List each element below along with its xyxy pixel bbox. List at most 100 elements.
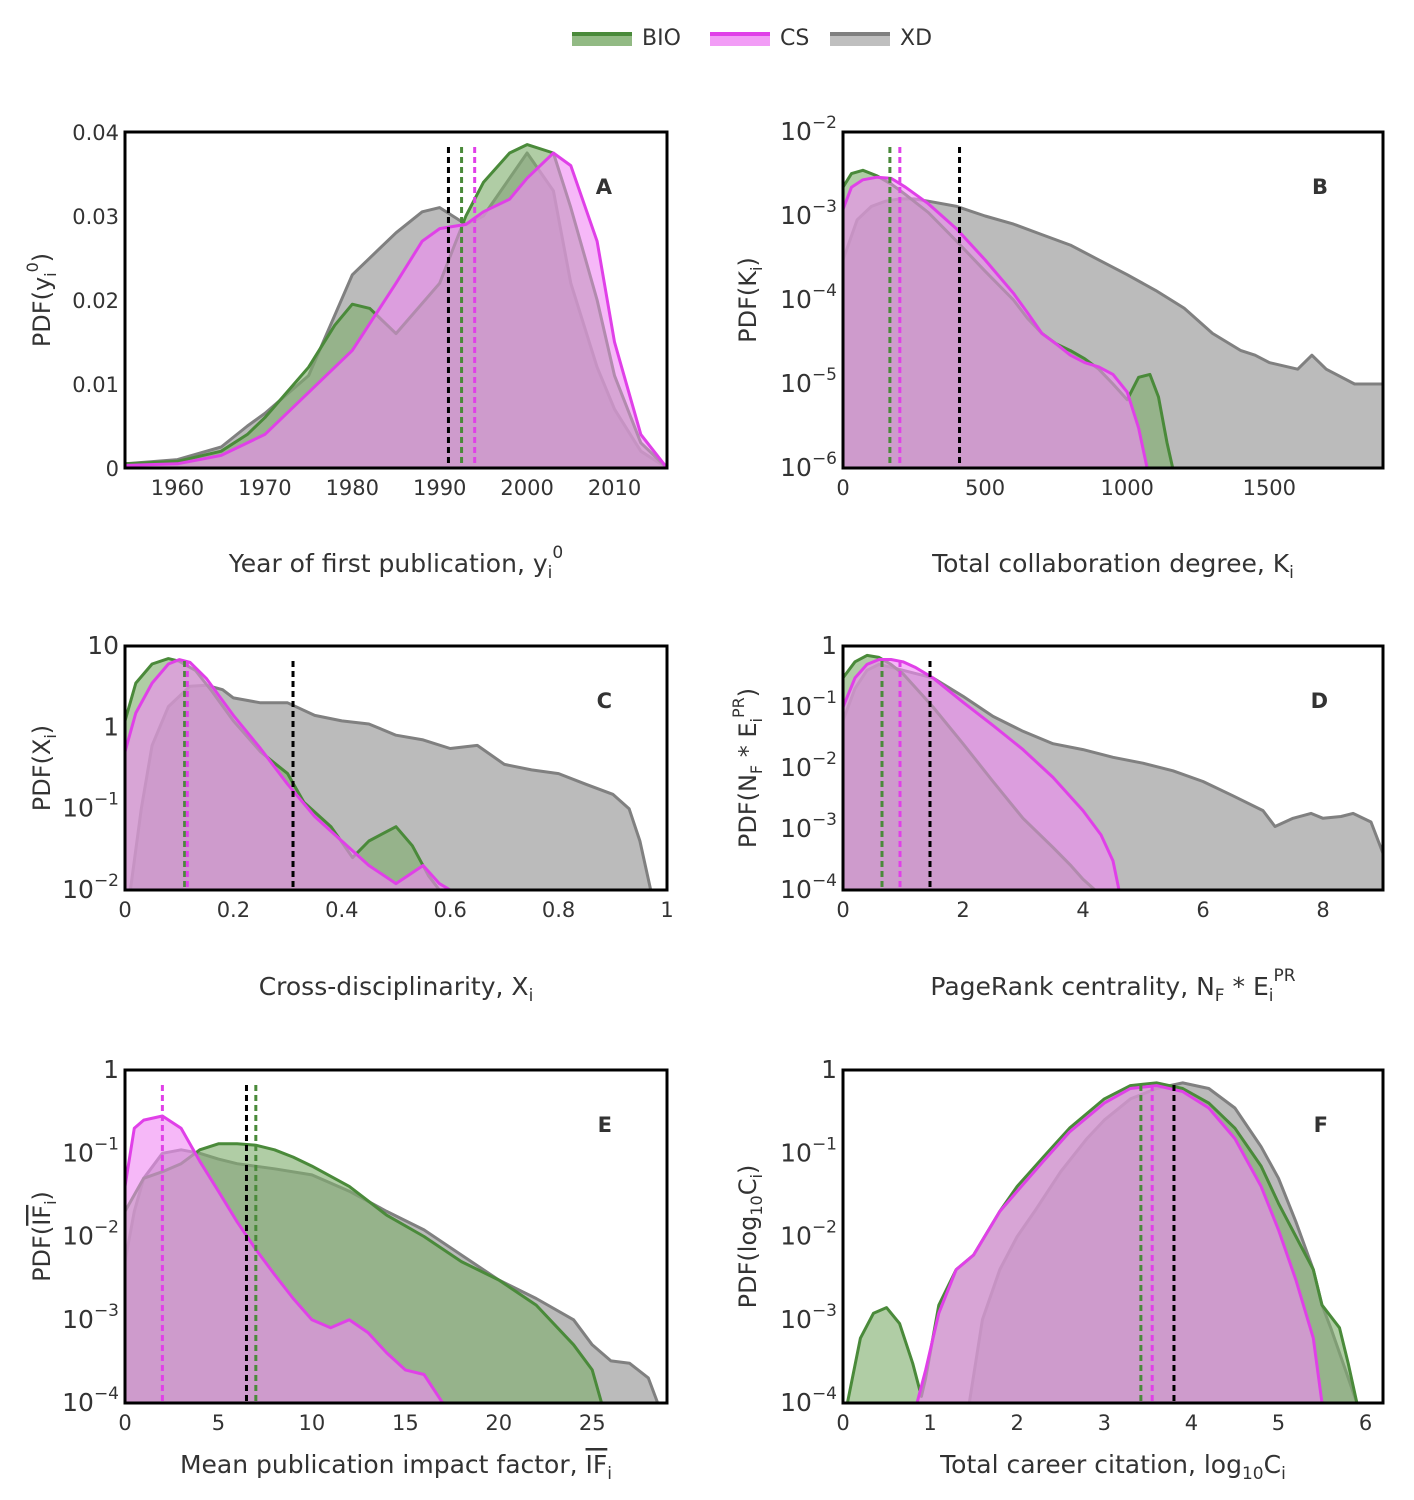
y-tick-label: 10−2 xyxy=(780,113,837,146)
x-tick-label: 1970 xyxy=(238,476,291,500)
y-tick-label: 10−3 xyxy=(780,1301,837,1334)
area-cs xyxy=(125,659,451,890)
y-tick-label: 10−4 xyxy=(780,281,837,314)
x-tick-label: 2000 xyxy=(500,476,553,500)
line-cs xyxy=(843,175,1149,468)
plot-area xyxy=(843,653,1383,890)
x-tick-label: 0.8 xyxy=(542,898,575,922)
y-tick-label: 0.02 xyxy=(72,289,119,313)
legend-swatch xyxy=(830,34,890,46)
legend-item-xd[interactable]: XD xyxy=(830,26,932,51)
panel-e: E 0 5 10 15 20 25 10−4 10−3 10−2 10−1 1 PDF(IFi) Mean… xyxy=(28,1055,669,1484)
x-tick-label: 4 xyxy=(1076,898,1089,922)
y-tick-label: 10−4 xyxy=(780,871,837,904)
legend-swatch xyxy=(710,34,770,46)
y-axis-label: PDF(IFi) xyxy=(28,1191,60,1282)
x-tick-label: 2 xyxy=(956,898,969,922)
y-tick-label: 0 xyxy=(106,457,119,481)
x-tick-label: 0.4 xyxy=(325,898,358,922)
panel-letter: E xyxy=(598,1113,612,1137)
panel-c: C 0 0.2 0.4 0.6 0.8 1 10−2 10−1 1 10 PDF(Xi) Cross-d… xyxy=(28,631,674,1006)
x-tick-label: 1500 xyxy=(1243,476,1296,500)
area-cs xyxy=(843,177,1148,468)
x-tick-label: 4 xyxy=(1185,1411,1198,1435)
x-tick-label: 6 xyxy=(1359,1411,1372,1435)
y-tick-label: 1 xyxy=(821,631,837,660)
y-tick-label: 10−3 xyxy=(62,1301,119,1334)
panel-letter: A xyxy=(596,175,613,199)
y-axis-label: PDF(yi0) xyxy=(23,253,60,347)
panel-d: D 0 2 4 6 8 10−4 10−3 10−2 10−1 1 PDF(NF * EiPR) Pag… xyxy=(729,631,1385,1006)
x-tick-label: 0 xyxy=(836,1411,849,1435)
panel-b: B 0 500 1000 1500 10−6 10−5 10−4 10−3 10−2 PDF(Ki)… xyxy=(734,113,1385,583)
area-cs xyxy=(843,659,1119,890)
x-tick-label: 0 xyxy=(836,898,849,922)
y-axis-label: PDF(Xi) xyxy=(28,725,60,811)
axes-frame xyxy=(841,644,1385,892)
axes-frame xyxy=(123,130,669,470)
axes-frame xyxy=(123,1068,669,1405)
y-tick-label: 10−6 xyxy=(780,449,837,482)
y-tick-label: 10−2 xyxy=(62,1218,119,1251)
area-cs xyxy=(917,1085,1322,1403)
plot-area xyxy=(125,657,653,890)
x-tick-label: 1 xyxy=(923,1411,936,1435)
y-axis-label: PDF(log10Ci) xyxy=(734,1165,766,1309)
y-tick-label: 10−2 xyxy=(780,1218,837,1251)
y-tick-label: 0.03 xyxy=(72,205,119,229)
y-tick-label: 10−1 xyxy=(780,1134,837,1167)
line-cs xyxy=(915,1084,1324,1403)
panel-letter: D xyxy=(1311,689,1328,713)
y-tick-label: 10−2 xyxy=(780,749,837,782)
legend-label: XD xyxy=(900,26,932,51)
x-tick-label: 1960 xyxy=(151,476,204,500)
axes-frame xyxy=(841,1068,1385,1405)
y-axis-label: PDF(NF * EiPR) xyxy=(729,688,766,848)
y-tick-label: 10−1 xyxy=(62,790,119,823)
legend-label: BIO xyxy=(642,26,681,51)
x-tick-label: 20 xyxy=(485,1411,512,1435)
x-tick-label: 1990 xyxy=(413,476,466,500)
x-tick-label: 2010 xyxy=(588,476,641,500)
plot-area xyxy=(843,147,1383,468)
plot-area xyxy=(845,1081,1359,1403)
plot-area xyxy=(125,143,667,468)
y-tick-label: 10−5 xyxy=(780,365,837,398)
panel-letter: C xyxy=(597,689,612,713)
axes-frame xyxy=(123,644,669,892)
y-tick-label: 0.04 xyxy=(72,121,119,145)
x-axis-label: Cross-disciplinarity, Xi xyxy=(259,972,534,1006)
plot-area xyxy=(125,1085,660,1403)
y-axis-label: PDF(Ki) xyxy=(734,257,766,343)
panel-letter: F xyxy=(1314,1113,1328,1137)
x-tick-label: 1000 xyxy=(1100,476,1153,500)
y-tick-label: 1 xyxy=(103,712,119,741)
x-axis-label: Total collaboration degree, Ki xyxy=(931,549,1294,583)
y-tick-label: 10−3 xyxy=(780,197,837,230)
y-tick-label: 1 xyxy=(103,1055,119,1084)
line-cs xyxy=(843,658,1121,890)
x-axis-label: Year of first publication, yi0 xyxy=(228,543,563,583)
y-tick-label: 0.01 xyxy=(72,373,119,397)
x-tick-label: 8 xyxy=(1316,898,1329,922)
legend-item-bio[interactable]: BIO xyxy=(572,26,681,51)
y-tick-label: 10−3 xyxy=(780,810,837,843)
x-axis-label: PageRank centrality, NF * EiPR xyxy=(930,966,1295,1006)
legend-item-cs[interactable]: CS xyxy=(710,26,809,51)
legend-swatch xyxy=(572,34,632,46)
y-tick-label: 10−4 xyxy=(62,1384,119,1417)
x-tick-label: 6 xyxy=(1196,898,1209,922)
y-tick-label: 10−1 xyxy=(780,688,837,721)
x-tick-label: 0.6 xyxy=(433,898,466,922)
x-tick-label: 0 xyxy=(836,476,849,500)
x-tick-label: 1980 xyxy=(326,476,379,500)
y-tick-label: 10−1 xyxy=(62,1134,119,1167)
y-tick-label: 1 xyxy=(821,1055,837,1084)
panel-letter: B xyxy=(1312,175,1328,199)
area-cs xyxy=(125,153,667,468)
x-tick-label: 2 xyxy=(1011,1411,1024,1435)
legend[interactable]: BIO CS XD xyxy=(572,26,932,51)
x-tick-label: 25 xyxy=(579,1411,606,1435)
